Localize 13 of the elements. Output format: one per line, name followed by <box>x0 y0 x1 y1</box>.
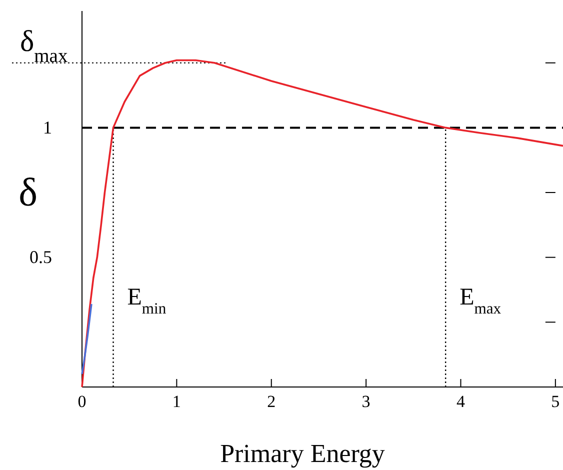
x-tick-label: 3 <box>362 392 370 412</box>
ref-line-label: δ$_{max}$ <box>20 24 68 66</box>
x-tick-label: 0 <box>78 392 86 412</box>
x-tick-label: 5 <box>551 392 560 412</box>
ref-line-label: E$_{min}$ <box>127 284 166 317</box>
x-tick-label: 4 <box>456 392 466 412</box>
x-tick-label: 1 <box>172 392 181 412</box>
line-series <box>81 303 92 375</box>
y-tick-label: 0.5 <box>30 247 52 268</box>
x-tick-label: 2 <box>267 392 276 412</box>
ref-line-label: E$_{max}$ <box>460 284 502 317</box>
y-axis-title: δ <box>18 169 38 214</box>
x-axis-title: Primary Energy <box>220 439 385 468</box>
